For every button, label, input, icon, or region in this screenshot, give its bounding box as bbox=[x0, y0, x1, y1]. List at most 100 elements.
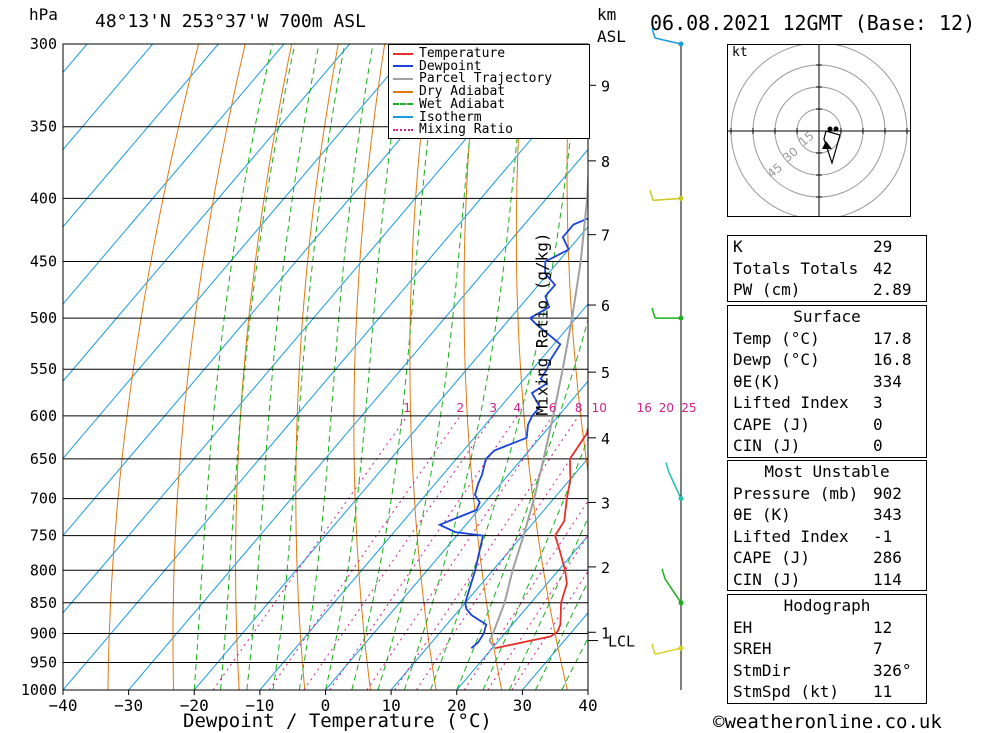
x-tick-label: −40 bbox=[49, 696, 78, 715]
wind-barb-dot bbox=[678, 195, 684, 201]
legend-entry: Dewpoint bbox=[393, 60, 482, 73]
row-label: CAPE (J) bbox=[733, 548, 811, 567]
mixing-ratio-axis-label: Mixing Ratio (g/kg) bbox=[532, 232, 552, 416]
wind-barb-dot bbox=[678, 600, 684, 606]
table-row: Lifted Index 3 bbox=[728, 392, 926, 414]
km-tick-label: 5 bbox=[601, 364, 610, 382]
wind-barb bbox=[652, 197, 682, 202]
hodograph-point bbox=[827, 126, 833, 132]
wet-adiabat-line bbox=[220, 44, 296, 690]
dewpoint-line bbox=[437, 44, 588, 649]
pressure-tick-label: 650 bbox=[30, 450, 57, 468]
row-label: StmSpd (kt) bbox=[733, 682, 839, 701]
table-row: θE(K) 334 bbox=[728, 371, 926, 393]
legend-label: Dry Adiabat bbox=[419, 84, 506, 100]
isotherm-line bbox=[325, 380, 588, 690]
pressure-tick-label: 800 bbox=[30, 561, 57, 579]
table-row: Totals Totals 42 bbox=[728, 258, 926, 280]
table-row: StmDir 326° bbox=[728, 660, 926, 682]
wind-barb-feather bbox=[665, 462, 670, 473]
km-tick-label: 6 bbox=[601, 297, 610, 315]
table-row: Pressure (mb) 902 bbox=[728, 483, 926, 505]
height-axis: 1 2 3 4 5 6 7 8 9 LCL bbox=[588, 77, 635, 651]
mixing-ratio-label: 6 bbox=[549, 401, 557, 415]
km-tick-label: 8 bbox=[601, 153, 610, 171]
row-label: Lifted Index bbox=[733, 526, 849, 546]
legend-swatch bbox=[393, 103, 413, 106]
wet-adiabat-line bbox=[508, 516, 588, 690]
hodograph-ring-label: 15 bbox=[796, 129, 817, 150]
table-title: Surface bbox=[793, 307, 861, 326]
legend-label: Dewpoint bbox=[419, 58, 482, 74]
table-row: Temp (°C) 17.8 bbox=[728, 328, 926, 350]
km-tick-label: 1 bbox=[601, 624, 610, 642]
legend-entry: Wet Adiabat bbox=[393, 98, 505, 111]
x-axis-label: Dewpoint / Temperature (°C) bbox=[183, 710, 492, 732]
mixing-ratio-label: 10 bbox=[592, 401, 607, 415]
dry-adiabat-line bbox=[172, 44, 246, 690]
wind-barb-staff bbox=[649, 27, 684, 690]
isotherm-line bbox=[259, 303, 588, 690]
hodograph-ring-label: 45 bbox=[764, 160, 785, 181]
row-value: 3 bbox=[873, 393, 883, 412]
pressure-tick-label: 1000 bbox=[21, 681, 57, 699]
pressure-tick-label: 950 bbox=[30, 653, 57, 671]
legend-entry: Parcel Trajectory bbox=[393, 72, 552, 85]
row-value: 902 bbox=[873, 483, 902, 503]
isotherm-line bbox=[63, 44, 482, 537]
isotherm-line bbox=[63, 44, 416, 460]
mixing-ratio-label: 25 bbox=[681, 401, 696, 415]
legend-label: Isotherm bbox=[419, 109, 482, 125]
row-label: Pressure (mb) bbox=[733, 483, 859, 503]
datetime-title: 06.08.2021 12GMT (Base: 12) bbox=[650, 11, 976, 35]
wind-barb bbox=[654, 37, 682, 45]
mixing-ratio-label: 1 bbox=[403, 401, 411, 415]
isotherm-line bbox=[456, 534, 588, 690]
location-title: 48°13'N 253°37'W 700m ASL bbox=[95, 11, 366, 32]
row-value: 286 bbox=[873, 548, 902, 567]
table-row: Lifted Index -1 bbox=[728, 526, 926, 548]
row-value: 0 bbox=[873, 436, 883, 455]
hodograph-table: Hodograph EH 12 SREH 7 StmDir 326° StmSpd (kt) 1… bbox=[727, 594, 927, 704]
isotherm-line bbox=[63, 44, 285, 305]
asl-unit-label: ASL bbox=[597, 27, 626, 46]
dry-adiabat-line bbox=[463, 44, 503, 690]
row-value: -1 bbox=[873, 526, 893, 546]
indices-table: K 29 Totals Totals 42 PW (cm) 2.89 bbox=[727, 235, 927, 302]
most-unstable-table: Most Unstable Pressure (mb) 902 θE (K) 343 Li… bbox=[727, 460, 927, 591]
dry-adiabat-line bbox=[943, 44, 1000, 690]
dry-adiabat-line bbox=[409, 44, 437, 690]
lcl-label: LCL bbox=[608, 633, 635, 651]
row-label: θE(K) bbox=[733, 371, 782, 391]
temperature-line bbox=[494, 425, 588, 650]
dry-adiabat-line bbox=[235, 44, 293, 690]
wind-barb bbox=[654, 647, 682, 655]
storm-motion-arrow bbox=[822, 141, 832, 149]
parcel-trajectory-line bbox=[488, 164, 588, 649]
isotherm-line bbox=[63, 44, 350, 382]
wind-barb-feather bbox=[651, 643, 656, 655]
wind-barb-feather bbox=[651, 307, 656, 319]
mixing-ratio-line bbox=[366, 415, 554, 690]
pressure-isobars bbox=[63, 43, 588, 691]
table-row: CAPE (J) 286 bbox=[728, 547, 926, 569]
x-tick-label: 0 bbox=[321, 696, 331, 715]
wind-barb-dot bbox=[678, 41, 684, 47]
pressure-tick-label: 900 bbox=[30, 624, 57, 642]
mixing-ratio-label: 16 bbox=[637, 401, 652, 415]
wet-adiabat-line bbox=[535, 580, 588, 690]
isotherm-line bbox=[63, 44, 154, 151]
isotherm-line bbox=[63, 44, 219, 228]
row-label: CIN (J) bbox=[733, 569, 801, 589]
pressure-tick-label: 850 bbox=[30, 594, 57, 612]
legend-swatch bbox=[393, 116, 413, 118]
km-tick-label: 2 bbox=[601, 559, 610, 577]
mixing-ratio-label: 2 bbox=[457, 401, 465, 415]
legend-swatch bbox=[393, 52, 413, 55]
table-row: PW (cm) 2.89 bbox=[728, 279, 926, 301]
hodograph-point bbox=[833, 126, 839, 132]
row-label: StmDir bbox=[733, 660, 791, 680]
row-value: 7 bbox=[873, 639, 883, 658]
x-tick-label: −30 bbox=[114, 696, 143, 715]
x-tick-label: −10 bbox=[245, 696, 274, 715]
